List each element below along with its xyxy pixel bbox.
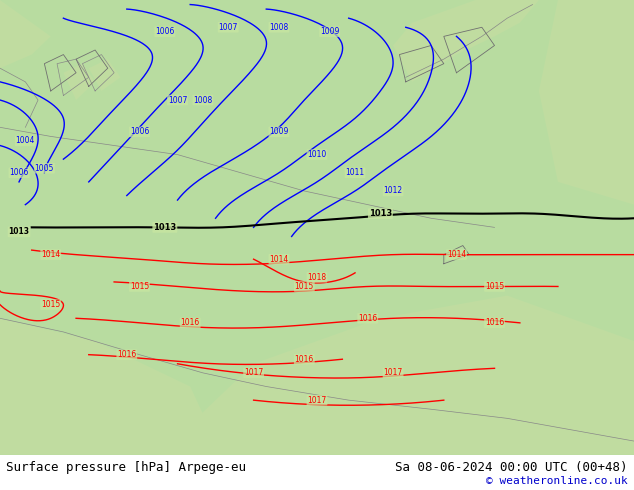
Text: 1008: 1008 [269, 23, 288, 32]
Text: © weatheronline.co.uk: © weatheronline.co.uk [486, 476, 628, 487]
Polygon shape [158, 295, 634, 455]
Polygon shape [63, 64, 95, 100]
Text: 1010: 1010 [307, 150, 327, 159]
Text: Sa 08-06-2024 00:00 UTC (00+48): Sa 08-06-2024 00:00 UTC (00+48) [395, 461, 628, 473]
Text: 1015: 1015 [41, 300, 60, 309]
Text: 1007: 1007 [168, 96, 187, 104]
Text: 1004: 1004 [16, 136, 35, 146]
Text: 1016: 1016 [295, 355, 314, 364]
Text: 1015: 1015 [485, 282, 504, 291]
Text: 1012: 1012 [384, 187, 403, 196]
Text: 1013: 1013 [8, 227, 30, 236]
Text: 1016: 1016 [358, 314, 377, 323]
Text: 1017: 1017 [307, 395, 327, 405]
Text: 1017: 1017 [244, 368, 263, 377]
Text: 1008: 1008 [193, 96, 212, 104]
Polygon shape [0, 0, 51, 68]
Text: 1011: 1011 [346, 168, 365, 177]
Text: 1016: 1016 [117, 350, 136, 359]
Text: 1009: 1009 [320, 27, 339, 36]
Text: 1016: 1016 [485, 318, 504, 327]
Text: 1014: 1014 [41, 250, 60, 259]
Text: Surface pressure [hPa] Arpege-eu: Surface pressure [hPa] Arpege-eu [6, 461, 247, 473]
Text: 1016: 1016 [181, 318, 200, 327]
Text: 1006: 1006 [155, 27, 174, 36]
Text: 1015: 1015 [295, 282, 314, 291]
Polygon shape [539, 0, 634, 205]
Polygon shape [89, 59, 120, 91]
Text: 1006: 1006 [130, 127, 149, 136]
Text: 1017: 1017 [384, 368, 403, 377]
Text: 1007: 1007 [219, 23, 238, 32]
Text: 1014: 1014 [447, 250, 466, 259]
Text: 1018: 1018 [307, 273, 327, 282]
Polygon shape [0, 318, 222, 455]
Text: 1014: 1014 [269, 255, 288, 264]
Text: 1006: 1006 [10, 168, 29, 177]
Polygon shape [393, 0, 539, 82]
Text: 1015: 1015 [130, 282, 149, 291]
Text: 1013: 1013 [153, 223, 176, 232]
Text: 1009: 1009 [269, 127, 288, 136]
Text: 1013: 1013 [369, 209, 392, 218]
Text: 1005: 1005 [35, 164, 54, 173]
